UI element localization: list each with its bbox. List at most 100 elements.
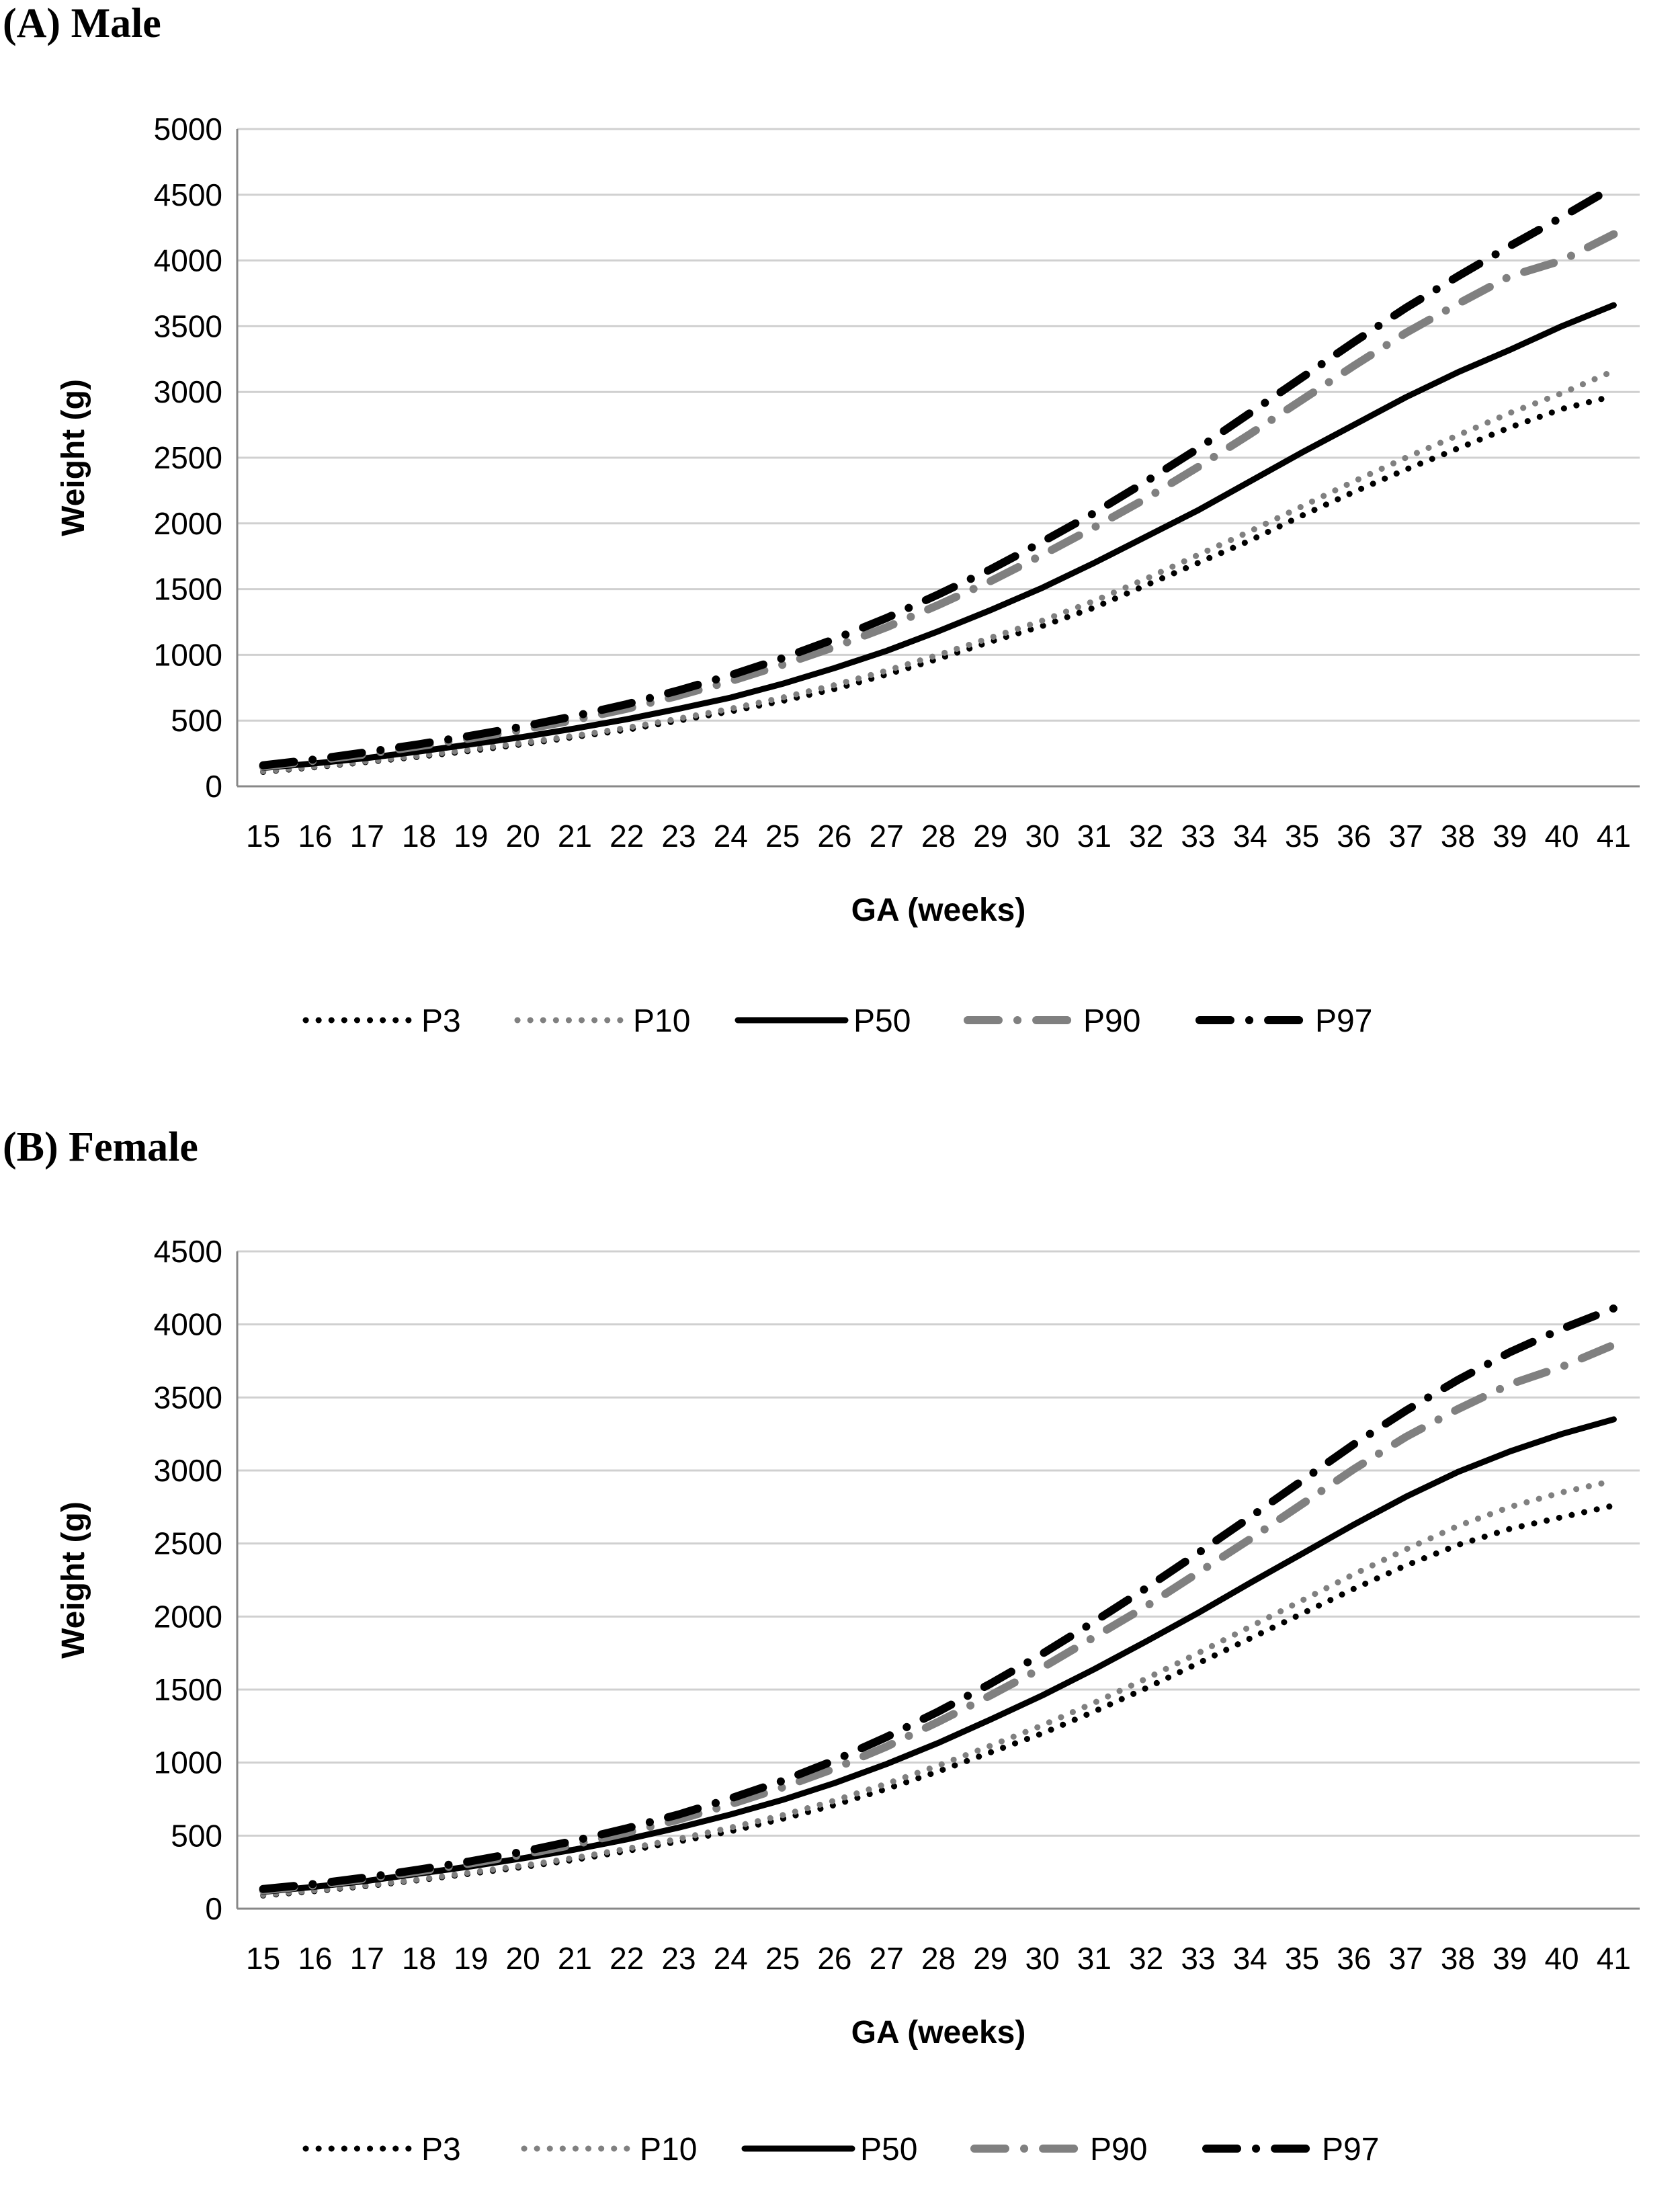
y-tick-label: 4500: [154, 177, 222, 212]
x-tick-label: 28: [921, 819, 956, 854]
x-tick-label: 23: [661, 1941, 696, 1976]
x-tick-label: 37: [1389, 819, 1423, 854]
y-tick-label: 4000: [154, 1307, 222, 1342]
series-line-p90: [259, 1341, 1618, 1895]
x-tick-label: 29: [973, 819, 1007, 854]
legend-label-p10: P10: [633, 1003, 690, 1039]
panel-b-title: (B) Female: [3, 1124, 198, 1170]
series-line-p97: [259, 1304, 1618, 1893]
series-line-p3: [260, 392, 1617, 775]
legend-label-p10: P10: [640, 2132, 697, 2167]
x-tick-label: 15: [246, 1941, 280, 1976]
x-tick-label: 15: [246, 819, 280, 854]
legend-label-p97: P97: [1315, 1003, 1372, 1039]
x-tick-label: 16: [298, 1941, 332, 1976]
series-line-p97: [259, 183, 1618, 770]
x-tick-label: 29: [973, 1941, 1007, 1976]
legend-label-p50: P50: [860, 2132, 917, 2167]
y-tick-label: 1000: [154, 637, 222, 672]
x-tick-label: 16: [298, 819, 332, 854]
x-tick-label: 33: [1181, 1941, 1215, 1976]
y-tick-label: 500: [171, 703, 222, 738]
y-tick-label: 3000: [154, 374, 222, 409]
x-tick-label: 41: [1597, 819, 1631, 854]
x-tick-label: 24: [714, 819, 748, 854]
x-tick-label: 18: [402, 1941, 436, 1976]
x-tick-label: 32: [1129, 1941, 1163, 1976]
x-tick-label: 22: [610, 1941, 644, 1976]
x-tick-label: 19: [454, 819, 488, 854]
y-tick-label: 0: [205, 769, 222, 804]
y-tick-label: 3000: [154, 1453, 222, 1488]
series-line-p50: [260, 302, 1617, 772]
male-weight-chart: 0 500 1000 1500 2000 2500 3000 3500 4000 4500 5000…: [56, 112, 1640, 1039]
x-tick-label: 37: [1389, 1941, 1423, 1976]
series-line-p50: [260, 1416, 1617, 1895]
y-tick-label: 4000: [154, 243, 222, 278]
legend-label-p3: P3: [421, 1003, 461, 1039]
x-tick-label: 24: [714, 1941, 748, 1976]
legend-label-p90: P90: [1083, 1003, 1140, 1039]
x-tick-label: 21: [558, 1941, 592, 1976]
x-tick-label: 35: [1285, 1941, 1319, 1976]
x-tick-label: 20: [506, 819, 540, 854]
x-tick-label: 38: [1441, 819, 1475, 854]
y-axis-label: Weight (g): [56, 1501, 91, 1659]
y-tick-label: 500: [171, 1818, 222, 1853]
x-tick-label: 26: [817, 1941, 851, 1976]
panel-a-title: (A) Male: [3, 1, 161, 46]
x-tick-label: 36: [1337, 819, 1371, 854]
y-tick-label: 4500: [154, 1234, 222, 1269]
x-tick-label: 17: [350, 1941, 384, 1976]
y-tick-label: 1500: [154, 572, 222, 607]
y-tick-label: 2000: [154, 1599, 222, 1634]
x-tick-label: 30: [1025, 819, 1060, 854]
x-tick-label: 26: [817, 819, 851, 854]
y-tick-label: 2500: [154, 440, 222, 475]
y-tick-label: 3500: [154, 1380, 222, 1415]
legend-label-p3: P3: [421, 2132, 461, 2167]
y-tick-label: 2000: [154, 506, 222, 541]
y-axis-label: Weight (g): [56, 379, 91, 536]
x-tick-label: 36: [1337, 1941, 1371, 1976]
y-tick-label: 3500: [154, 308, 222, 343]
x-tick-label: 19: [454, 1941, 488, 1976]
x-tick-label: 25: [765, 819, 800, 854]
female-weight-chart: 0 500 1000 1500 2000 2500 3000 3500 4000 4500 15 16…: [56, 1234, 1640, 2167]
x-tick-label: 21: [558, 819, 592, 854]
x-tick-label: 27: [870, 1941, 904, 1976]
x-tick-label: 40: [1544, 819, 1579, 854]
x-tick-label: 23: [661, 819, 696, 854]
y-tick-label: 1500: [154, 1672, 222, 1707]
series-line-p3: [260, 1502, 1617, 1899]
x-tick-label: 32: [1129, 819, 1163, 854]
x-tick-label: 41: [1597, 1941, 1631, 1976]
y-tick-label: 0: [205, 1891, 222, 1926]
series-line-p10: [260, 368, 1617, 774]
x-axis-label: GA (weeks): [851, 2015, 1026, 2050]
x-tick-label: 20: [506, 1941, 540, 1976]
x-axis-label: GA (weeks): [851, 893, 1026, 928]
x-tick-label: 28: [921, 1941, 956, 1976]
x-tick-label: 27: [870, 819, 904, 854]
x-tick-label: 40: [1544, 1941, 1579, 1976]
legend-label-p50: P50: [853, 1003, 911, 1039]
y-tick-label: 5000: [154, 112, 222, 147]
legend-label-p97: P97: [1322, 2132, 1379, 2167]
x-tick-label: 34: [1233, 819, 1267, 854]
x-tick-label: 35: [1285, 819, 1319, 854]
x-tick-label: 22: [610, 819, 644, 854]
x-tick-label: 39: [1493, 1941, 1527, 1976]
x-tick-label: 31: [1077, 819, 1111, 854]
x-tick-label: 25: [765, 1941, 800, 1976]
x-tick-label: 18: [402, 819, 436, 854]
x-tick-label: 31: [1077, 1941, 1111, 1976]
series-line-p90: [259, 230, 1618, 771]
y-tick-label: 1000: [154, 1745, 222, 1780]
x-tick-label: 17: [350, 819, 384, 854]
x-tick-label: 39: [1493, 819, 1527, 854]
x-tick-label: 38: [1441, 1941, 1475, 1976]
x-tick-label: 33: [1181, 819, 1215, 854]
x-tick-label: 30: [1025, 1941, 1060, 1976]
y-tick-label: 2500: [154, 1526, 222, 1561]
